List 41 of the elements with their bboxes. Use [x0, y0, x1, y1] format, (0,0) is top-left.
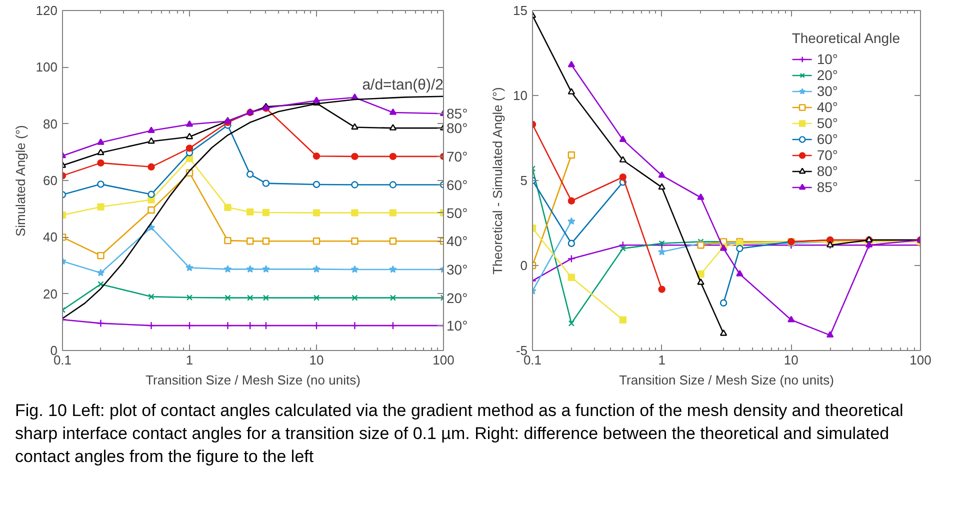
- series-label: 85°: [446, 106, 468, 122]
- y-tick-label: 20: [43, 286, 58, 302]
- legend-label: 80°: [816, 163, 838, 179]
- legend-label: 30°: [816, 83, 838, 99]
- series-label: 70°: [446, 148, 468, 164]
- series-label: 50°: [446, 204, 468, 221]
- series-label: 30°: [446, 261, 468, 278]
- series-label: 10°: [446, 318, 468, 334]
- series-label: 40°: [446, 233, 468, 250]
- y-tick-label: 5: [520, 173, 528, 188]
- legend-label: 10°: [816, 51, 838, 67]
- x-tick-label: 1: [658, 352, 666, 368]
- legend-label: 50°: [816, 115, 838, 131]
- caption: Fig. 10 Left: plot of contact angles calculated via the gradient method as a function of the mesh density and theoretical sharp interface contact angles for a transition size of 0.1 µm. Right: difference between the theoretical and simulated contact angles from the figure to the left: [15, 400, 904, 468]
- series-label: 20°: [446, 290, 468, 306]
- series-label: 60°: [446, 176, 468, 193]
- legend-label: 40°: [816, 99, 838, 115]
- series-label: 80°: [446, 120, 468, 136]
- y-tick-label: 40: [43, 230, 58, 245]
- legend-label: 85°: [816, 179, 838, 195]
- y-axis-title: Theoretical - Simulated Angle (°): [490, 87, 506, 274]
- x-axis-title: Transition Size / Mesh Size (no units): [619, 372, 834, 388]
- series-label: a/d=tan(θ)/2: [362, 76, 444, 94]
- legend-label: 20°: [816, 67, 838, 83]
- y-tick-label: 80: [43, 116, 58, 132]
- y-tick-label: 15: [513, 3, 528, 18]
- legend-label: 60°: [816, 131, 838, 147]
- legend-label: 70°: [816, 147, 838, 163]
- y-tick-label: 0: [520, 258, 528, 273]
- x-tick-label: 10: [784, 352, 798, 368]
- y-tick-label: 10: [513, 88, 528, 103]
- x-tick-label: 10: [309, 352, 324, 368]
- x-tick-label: 1: [186, 352, 194, 368]
- y-tick-label: 100: [36, 60, 58, 75]
- x-tick-label: 100: [432, 352, 454, 368]
- x-tick-label: 100: [910, 352, 932, 368]
- y-axis-title: Simulated Angle (°): [12, 125, 28, 237]
- legend-title: Theoretical Angle: [792, 30, 900, 46]
- y-tick-label: 60: [43, 173, 58, 188]
- x-axis-title: Transition Size / Mesh Size (no units): [146, 372, 360, 388]
- y-tick-label: 120: [36, 3, 58, 18]
